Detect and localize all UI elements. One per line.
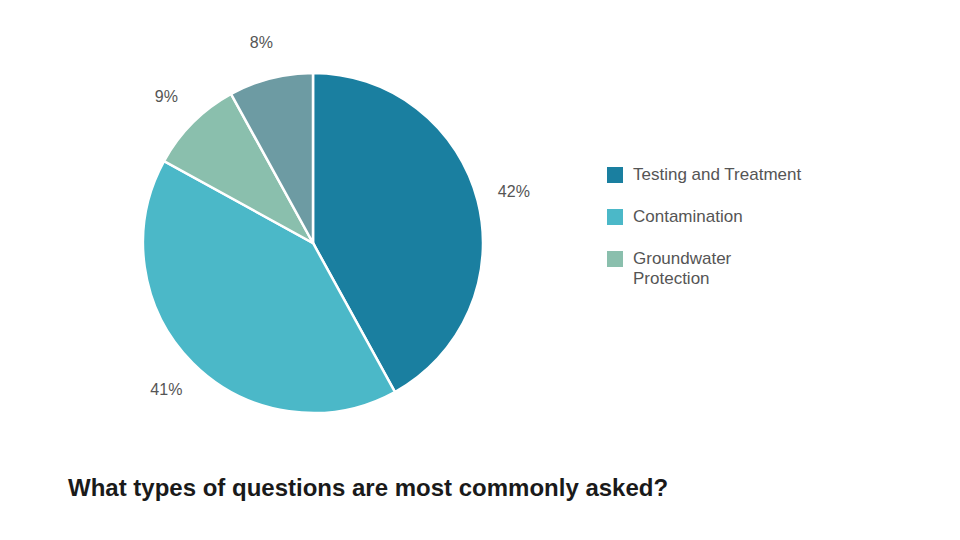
html-text:Groundwater Protection: Groundwater Protection bbox=[633, 249, 732, 288]
svg-text:9%: 9% bbox=[155, 88, 178, 105]
html-text:What types of questions are mo: What types of questions are most commonl… bbox=[68, 474, 669, 501]
svg-text:41%: 41% bbox=[150, 381, 182, 398]
svg-text:8%: 8% bbox=[250, 34, 273, 51]
html-text:Testing and Treatment: Testing and Treatment bbox=[633, 165, 802, 184]
svg-text:42%: 42% bbox=[498, 183, 530, 200]
html-text:Contamination: Contamination bbox=[633, 207, 743, 226]
